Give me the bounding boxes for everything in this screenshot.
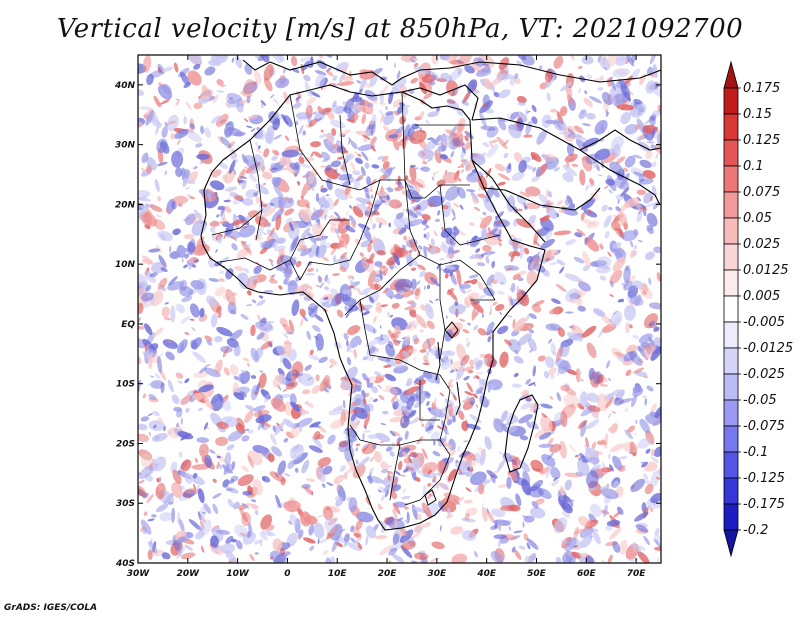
colorbar: 0.175 0.15 0.125 0.1 0.075 0.05 0.025 0.0125 0.0… bbox=[723, 60, 793, 558]
lat-tick-label: EQ bbox=[121, 320, 135, 330]
madagascar-coastline bbox=[504, 394, 539, 473]
colorbar-top-triangle bbox=[723, 60, 739, 89]
colorbar-swatch bbox=[723, 477, 739, 505]
colorbar-swatch bbox=[723, 451, 739, 479]
colorbar-label: -0.05 bbox=[743, 393, 777, 408]
lon-tick-label: 70E bbox=[627, 569, 647, 579]
lon-tick-label: 10E bbox=[328, 569, 348, 579]
colorbar-swatch bbox=[723, 191, 739, 219]
colorbar-bottom-triangle bbox=[723, 529, 739, 558]
colorbar-label: 0.05 bbox=[743, 211, 772, 226]
colorbar-swatch bbox=[723, 321, 739, 349]
longitude-axis: 30W 20W 10W 0 10E 20E 30E 40E 50E 60E 70E bbox=[127, 55, 647, 579]
colorbar-label: 0.175 bbox=[743, 81, 780, 96]
colorbar-swatch bbox=[723, 87, 739, 115]
lon-tick-label: 50E bbox=[527, 569, 547, 579]
lon-tick-label: 40E bbox=[476, 569, 497, 579]
colorbar-label: -0.125 bbox=[743, 471, 785, 486]
lat-tick-label: 10S bbox=[116, 380, 135, 390]
map-title: Vertical velocity [m/s] at 850hPa, VT: 2… bbox=[56, 14, 744, 44]
country-borders bbox=[211, 91, 501, 506]
lon-tick-label: 20E bbox=[378, 569, 398, 579]
colorbar-swatch bbox=[723, 217, 739, 245]
lat-tick-label: 40N bbox=[114, 81, 136, 91]
grads-credit: GrADS: IGES/COLA bbox=[4, 603, 98, 613]
lat-tick-label: 20N bbox=[115, 200, 136, 210]
colorbar-label: 0.125 bbox=[743, 133, 780, 148]
africa-coastline bbox=[200, 84, 546, 531]
lat-tick-label: 40S bbox=[115, 559, 135, 569]
colorbar-label: 0.1 bbox=[743, 159, 764, 174]
colorbar-label: -0.175 bbox=[743, 497, 785, 512]
lon-tick-label: 30E bbox=[428, 569, 448, 579]
lon-tick-label: 60E bbox=[577, 569, 597, 579]
colorbar-label: -0.2 bbox=[743, 523, 768, 538]
colorbar-swatch bbox=[723, 113, 739, 141]
colorbar-swatch bbox=[723, 243, 739, 271]
lon-tick-label: 0 bbox=[284, 569, 290, 579]
vertical-velocity-field bbox=[138, 55, 661, 563]
colorbar-label: -0.1 bbox=[743, 445, 768, 460]
europe-coastline bbox=[242, 59, 661, 121]
lon-tick-label: 30W bbox=[127, 569, 151, 579]
colorbar-swatch bbox=[723, 347, 739, 375]
lat-tick-label: 30N bbox=[115, 141, 136, 151]
colorbar-label: 0.15 bbox=[743, 107, 772, 122]
colorbar-label: 0.005 bbox=[743, 289, 780, 304]
colorbar-label: -0.075 bbox=[743, 419, 785, 434]
colorbar-swatch bbox=[723, 399, 739, 427]
colorbar-label: -0.0125 bbox=[743, 341, 793, 356]
colorbar-swatch bbox=[723, 425, 739, 453]
colorbar-swatch bbox=[723, 165, 739, 193]
colorbar-label: 0.075 bbox=[743, 185, 780, 200]
lat-tick-label: 10N bbox=[115, 260, 136, 270]
arabia-coastline bbox=[471, 117, 661, 243]
colorbar-swatch bbox=[723, 295, 739, 323]
lon-tick-label: 10W bbox=[226, 569, 250, 579]
colorbar-label: -0.005 bbox=[743, 315, 785, 330]
colorbar-swatch bbox=[723, 503, 739, 531]
coastlines bbox=[200, 59, 661, 531]
map-frame bbox=[137, 54, 662, 564]
lon-tick-label: 20W bbox=[177, 569, 201, 579]
latitude-axis: 40N 30N 20N 10N EQ 10S 20S 30S 40S bbox=[114, 81, 661, 569]
colorbar-swatch bbox=[723, 139, 739, 167]
colorbar-label: -0.025 bbox=[743, 367, 785, 382]
colorbar-label: 0.0125 bbox=[743, 263, 789, 278]
lat-tick-label: 20S bbox=[116, 439, 135, 449]
lakes bbox=[424, 321, 461, 506]
map-frame-background bbox=[138, 55, 661, 563]
lat-tick-label: 30S bbox=[116, 499, 135, 509]
colorbar-swatch bbox=[723, 269, 739, 297]
gulf-coastline bbox=[579, 129, 661, 151]
colorbar-label: 0.025 bbox=[743, 237, 780, 252]
colorbar-swatch bbox=[723, 373, 739, 401]
